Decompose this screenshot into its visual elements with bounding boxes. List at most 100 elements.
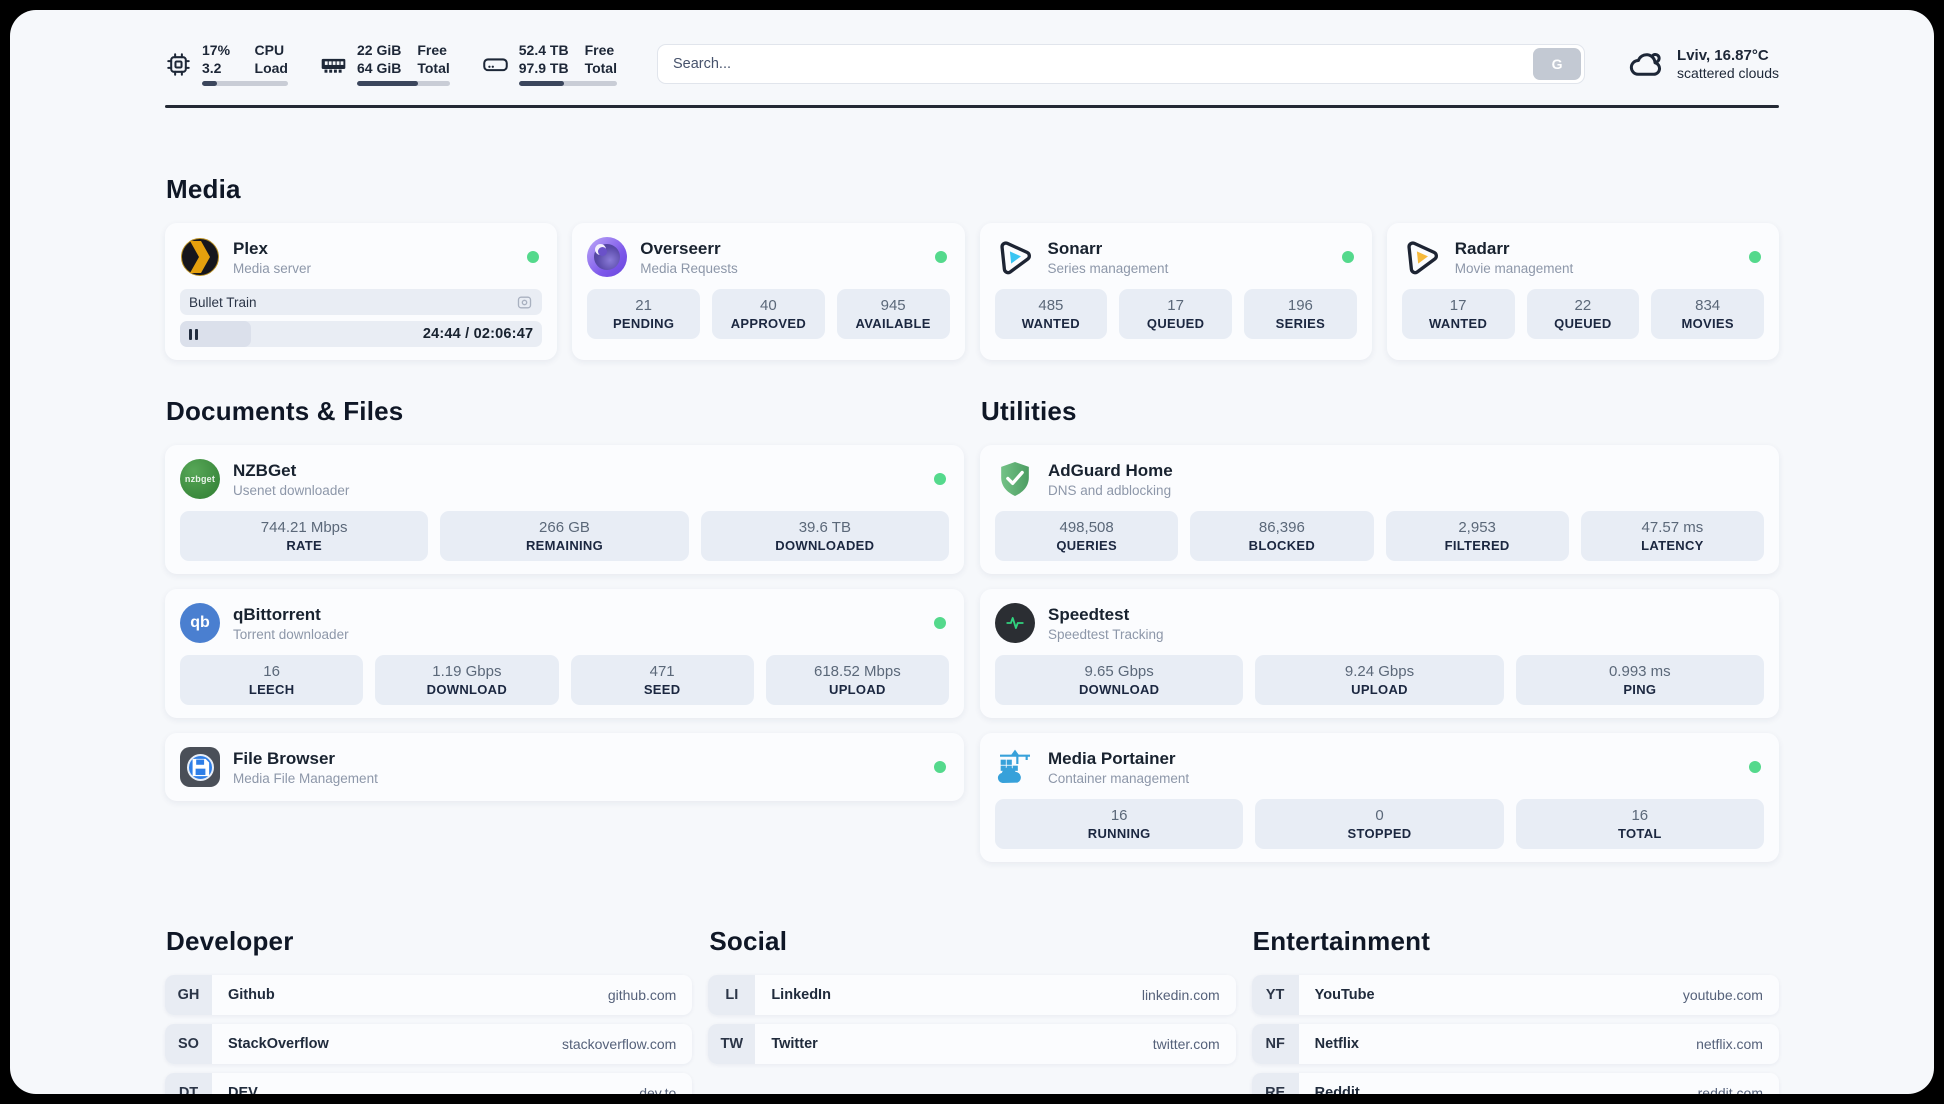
bookmark-row-reddit[interactable]: RE Reddit reddit.com	[1251, 1073, 1779, 1094]
stat-box: 485 WANTED	[994, 289, 1108, 339]
app-card-radarr[interactable]: Radarr Movie management 17 WANTED 22 QUE…	[1386, 223, 1779, 360]
app-card-header: Overseerr Media Requests	[587, 236, 949, 278]
app-card-header: Radarr Movie management	[1402, 236, 1764, 278]
portainer-icon	[995, 747, 1035, 787]
stat-value: 47.57 ms	[1641, 519, 1704, 536]
stat-value: 16	[263, 663, 280, 680]
app-subtitle: Media File Management	[233, 770, 378, 786]
stat-value: 498,508	[1059, 519, 1114, 536]
bookmark-row-stackoverflow[interactable]: SO StackOverflow stackoverflow.com	[165, 1024, 693, 1064]
bookmark-row-linkedin[interactable]: LI LinkedIn linkedin.com	[708, 975, 1236, 1015]
weather-widget: Lviv, 16.87°C scattered clouds	[1627, 45, 1779, 83]
bookmark-url: twitter.com	[1152, 1036, 1220, 1052]
stat-label: UPLOAD	[829, 682, 886, 697]
stat-value-line1: 22 GiB	[357, 41, 402, 58]
app-subtitle: Movie management	[1454, 260, 1574, 276]
app-card-overseerr[interactable]: Overseerr Media Requests 21 PENDING 40 A…	[572, 223, 965, 360]
app-title: File Browser	[233, 748, 336, 768]
app-card-portainer[interactable]: Media Portainer Container management 16 …	[980, 733, 1779, 862]
weather-description: scattered clouds	[1677, 65, 1779, 81]
search-engine-button[interactable]: G	[1533, 48, 1582, 80]
bookmark-abbr: NF	[1251, 1024, 1299, 1064]
bookmark-abbr: SO	[165, 1024, 212, 1064]
stat-box: 9.24 Gbps UPLOAD	[1255, 655, 1504, 705]
app-title: Speedtest	[1048, 604, 1130, 624]
app-title: AdGuard Home	[1048, 460, 1173, 480]
stat-label: WANTED	[1021, 316, 1080, 331]
stat-value-line2: 97.9 TB	[518, 59, 569, 76]
bookmark-row-github[interactable]: GH Github github.com	[165, 975, 693, 1015]
playback-time: 24:44 / 02:06:47	[422, 326, 534, 342]
stats-row: 17 WANTED 22 QUEUED 834 MOVIES	[1401, 289, 1764, 339]
stat-box: 9.65 Gbps DOWNLOAD	[995, 655, 1244, 705]
stat-label: TOTAL	[1618, 826, 1662, 841]
stat-box: 0 STOPPED	[1255, 799, 1504, 849]
stat-value-line1: 52.4 TB	[518, 41, 569, 58]
status-dot	[527, 251, 540, 263]
qbittorrent-icon: qb	[180, 603, 220, 643]
usage-progressbar	[357, 81, 450, 87]
stat-label: BLOCKED	[1248, 538, 1316, 553]
app-card-sonarr[interactable]: Sonarr Series management 485 WANTED 17 Q…	[979, 223, 1372, 360]
stats-row: 498,508 QUERIES 86,396 BLOCKED 2,953 FIL…	[995, 511, 1764, 561]
app-card-header: Sonarr Series management	[995, 236, 1357, 278]
stat-box: 196 SERIES	[1244, 289, 1357, 339]
memory-icon	[320, 51, 347, 78]
section-documents: Documents & Files nzbget NZBGet Usenet d…	[165, 396, 964, 801]
search-input[interactable]	[660, 56, 1534, 72]
app-card-speedtest[interactable]: Speedtest Speedtest Tracking 9.65 Gbps D…	[980, 589, 1779, 718]
header-divider	[165, 105, 1779, 108]
app-subtitle: Series management	[1047, 260, 1169, 276]
media-title: Bullet Train	[189, 294, 257, 310]
cpu-stat: 17% 3.2 CPU Load	[165, 42, 288, 87]
overseerr-icon	[587, 237, 628, 277]
bookmarks-area: Developer GH Github github.com SO StackO…	[165, 926, 1779, 1094]
now-playing-widget: Bullet Train 24:44 / 02:06:47	[180, 289, 543, 347]
bookmark-row-twitter[interactable]: TW Twitter twitter.com	[708, 1024, 1236, 1064]
app-card-nzbget[interactable]: nzbget NZBGet Usenet downloader 744.21 M…	[165, 445, 964, 574]
app-subtitle: Media server	[233, 260, 312, 276]
stat-value: 9.24 Gbps	[1344, 663, 1415, 680]
bookmark-row-dev[interactable]: DT DEV dev.to	[165, 1073, 693, 1094]
stat-value: 471	[649, 663, 675, 680]
stat-box: 86,396 BLOCKED	[1190, 511, 1374, 561]
stat-value: 1.19 Gbps	[432, 663, 502, 680]
app-card-plex[interactable]: Plex Media server Bullet Train 24:44 / 0…	[165, 223, 558, 360]
bookmark-name: LinkedIn	[771, 987, 831, 1003]
stat-value: 485	[1038, 297, 1064, 314]
bookmark-url: stackoverflow.com	[561, 1036, 677, 1052]
bookmark-name: Netflix	[1314, 1036, 1359, 1052]
bookmark-name: Twitter	[771, 1036, 818, 1052]
app-title: Sonarr	[1047, 238, 1103, 258]
app-card-qbittorrent[interactable]: qb qBittorrent Torrent downloader 16 LEE…	[165, 589, 964, 718]
bookmark-row-netflix[interactable]: NF Netflix netflix.com	[1251, 1024, 1779, 1064]
stat-box: 1.19 Gbps DOWNLOAD	[375, 655, 559, 705]
stat-box: 2,953 FILTERED	[1385, 511, 1569, 561]
bookmark-abbr: RE	[1251, 1073, 1299, 1094]
filebrowser-icon	[180, 747, 220, 787]
radarr-icon	[1402, 237, 1442, 277]
stat-box: 834 MOVIES	[1651, 289, 1764, 339]
app-card-adguard[interactable]: AdGuard Home DNS and adblocking 498,508 …	[980, 445, 1779, 574]
bookmark-name: Github	[228, 987, 275, 1003]
stat-value: 196	[1287, 297, 1313, 314]
topbar: 17% 3.2 CPU Load 22 GiB 64 GiB Free	[165, 40, 1779, 88]
weather-location: Lviv, 16.87°C	[1677, 47, 1769, 64]
app-subtitle: Container management	[1048, 770, 1190, 786]
stat-value: 834	[1695, 297, 1721, 314]
bookmark-row-youtube[interactable]: YT YouTube youtube.com	[1251, 975, 1779, 1015]
stat-label: MOVIES	[1681, 316, 1734, 331]
status-dot	[1341, 251, 1354, 263]
bookmark-url: youtube.com	[1682, 987, 1763, 1003]
stat-value: 86,396	[1258, 519, 1305, 536]
stat-label-line1: Free	[584, 41, 615, 58]
speedtest-icon	[995, 603, 1035, 643]
storage-icon	[482, 51, 509, 78]
bookmark-group-title: Developer	[166, 926, 294, 956]
app-card-filebrowser[interactable]: File Browser Media File Management	[165, 733, 964, 801]
status-dot	[1749, 761, 1761, 773]
memory-stat: 22 GiB 64 GiB Free Total	[320, 42, 450, 87]
stat-label: PENDING	[612, 316, 675, 331]
app-card-header: qb qBittorrent Torrent downloader	[180, 602, 949, 644]
